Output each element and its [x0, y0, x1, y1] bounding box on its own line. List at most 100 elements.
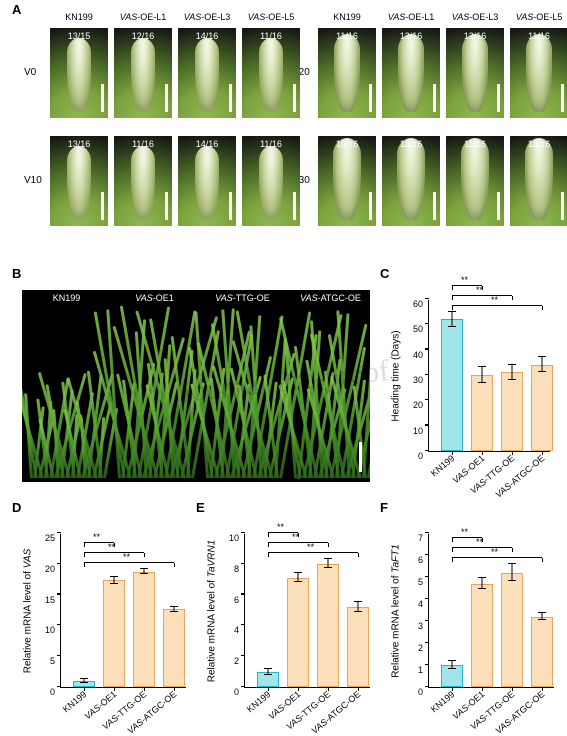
y-tick-label: 1: [403, 665, 423, 675]
plot-area: 0102030405060KN199VAS-OE1VAS-TTG-OEVAS-A…: [428, 300, 550, 452]
y-tick-label: 10: [219, 533, 239, 543]
fraction-label: 13/15: [50, 31, 108, 41]
scale-bar: [229, 192, 232, 220]
chart-heading-time: 0102030405060KN199VAS-OE1VAS-TTG-OEVAS-A…: [388, 276, 556, 486]
col-label: VAS-OE-L3: [446, 12, 504, 22]
significance-label: **: [123, 552, 130, 562]
significance-label: **: [476, 285, 483, 295]
scale-bar: [165, 84, 168, 112]
y-tick-label: 7: [403, 533, 423, 543]
apex-thumb: 13/15: [50, 28, 108, 118]
col-label: KN199: [50, 12, 108, 22]
panel-label-a: A: [12, 2, 21, 17]
apex-thumb: 11/16: [446, 136, 504, 226]
apex-thumb: 12/16: [446, 28, 504, 118]
bar: [103, 580, 125, 687]
scale-bar: [101, 84, 104, 112]
bar: [347, 607, 369, 687]
y-tick-label: 40: [403, 350, 423, 360]
scale-bar: [369, 84, 372, 112]
plant-group-label: VAS-TTG-OE: [200, 293, 285, 303]
bar: [163, 609, 185, 687]
bar: [441, 319, 463, 451]
scale-bar: [433, 84, 436, 112]
scale-bar: [433, 192, 436, 220]
fraction-label: 12/16: [446, 31, 504, 41]
plant-group: [112, 292, 197, 482]
bar: [471, 584, 493, 687]
significance-label: **: [461, 275, 468, 285]
apex-thumb: 13/16: [382, 136, 440, 226]
scale-bar: [561, 84, 564, 112]
bar: [501, 372, 523, 451]
plot-area: 0246810KN199VAS-OE1VAS-TTG-OEVAS-ATGC-OE…: [244, 534, 370, 688]
apex-thumb: 13/16: [510, 136, 567, 226]
row-label: V10: [24, 175, 42, 186]
significance-label: **: [307, 542, 314, 552]
fraction-label: 14/16: [178, 139, 236, 149]
y-tick-label: 4: [219, 625, 239, 635]
bar: [287, 578, 309, 687]
bar: [317, 564, 339, 687]
col-label: KN199: [318, 12, 376, 22]
fraction-label: 13/16: [510, 139, 567, 149]
apex-thumb: 11/16: [242, 136, 300, 226]
scale-bar: [101, 192, 104, 220]
scale-bar: [369, 192, 372, 220]
col-label: VAS-OE-L5: [242, 12, 300, 22]
fraction-label: 11/16: [114, 139, 172, 149]
panel-label-f: F: [380, 500, 388, 515]
bar: [501, 573, 523, 687]
plant-group-label: VAS-ATGC-OE: [288, 293, 370, 303]
y-tick-label: 0: [403, 687, 423, 697]
scale-bar: [359, 442, 362, 472]
apex-thumb: 11/16: [242, 28, 300, 118]
significance-label: **: [108, 542, 115, 552]
fraction-label: 11/16: [446, 139, 504, 149]
fraction-label: 11/16: [318, 31, 376, 41]
significance-label: **: [277, 522, 284, 532]
significance-label: **: [461, 527, 468, 537]
y-tick-label: 0: [403, 451, 423, 461]
y-tick-label: 0: [35, 687, 55, 697]
y-axis-label: Heading time (Days): [391, 330, 402, 421]
y-tick-label: 4: [403, 599, 423, 609]
fraction-label: 11/16: [510, 31, 567, 41]
bar: [531, 617, 553, 687]
col-label: VAS-OE-L1: [382, 12, 440, 22]
col-label: VAS-OE-L5: [510, 12, 567, 22]
y-tick-label: 3: [403, 621, 423, 631]
apex-thumb: 12/16: [382, 28, 440, 118]
col-label: VAS-OE-L1: [114, 12, 172, 22]
bar: [133, 572, 155, 687]
apex-thumb: 12/16: [114, 28, 172, 118]
scale-bar: [293, 84, 296, 112]
fraction-label: 12/16: [114, 31, 172, 41]
chart-vas-mrna: 0510152025KN199VAS-OE1VAS-TTG-OEVAS-ATGC…: [20, 510, 192, 722]
y-tick-label: 50: [403, 324, 423, 334]
apex-thumb: 13/16: [50, 136, 108, 226]
plant-group-label: VAS-OE1: [112, 293, 197, 303]
significance-label: **: [491, 547, 498, 557]
apex-thumb: 11/16: [510, 28, 567, 118]
y-tick-label: 6: [219, 595, 239, 605]
y-axis-label: Relative mRNA level of VAS: [23, 549, 34, 674]
apex-thumb: 14/16: [178, 28, 236, 118]
plant-group: [288, 292, 370, 482]
col-label: VAS-OE-L3: [178, 12, 236, 22]
fraction-label: 13/16: [382, 139, 440, 149]
y-tick-label: 30: [403, 375, 423, 385]
plant-photo: KN199VAS-OE1VAS-TTG-OEVAS-ATGC-OE: [22, 290, 370, 482]
y-tick-label: 15: [35, 595, 55, 605]
significance-label: **: [93, 532, 100, 542]
bar: [531, 365, 553, 451]
scale-bar: [165, 192, 168, 220]
scale-bar: [293, 192, 296, 220]
significance-label: **: [476, 537, 483, 547]
y-tick-label: 8: [219, 564, 239, 574]
y-axis-label: Relative mRNA level of TaFT1: [391, 544, 402, 678]
fraction-label: 11/16: [242, 139, 300, 149]
y-tick-label: 60: [403, 299, 423, 309]
bar: [471, 375, 493, 451]
scale-bar: [497, 192, 500, 220]
